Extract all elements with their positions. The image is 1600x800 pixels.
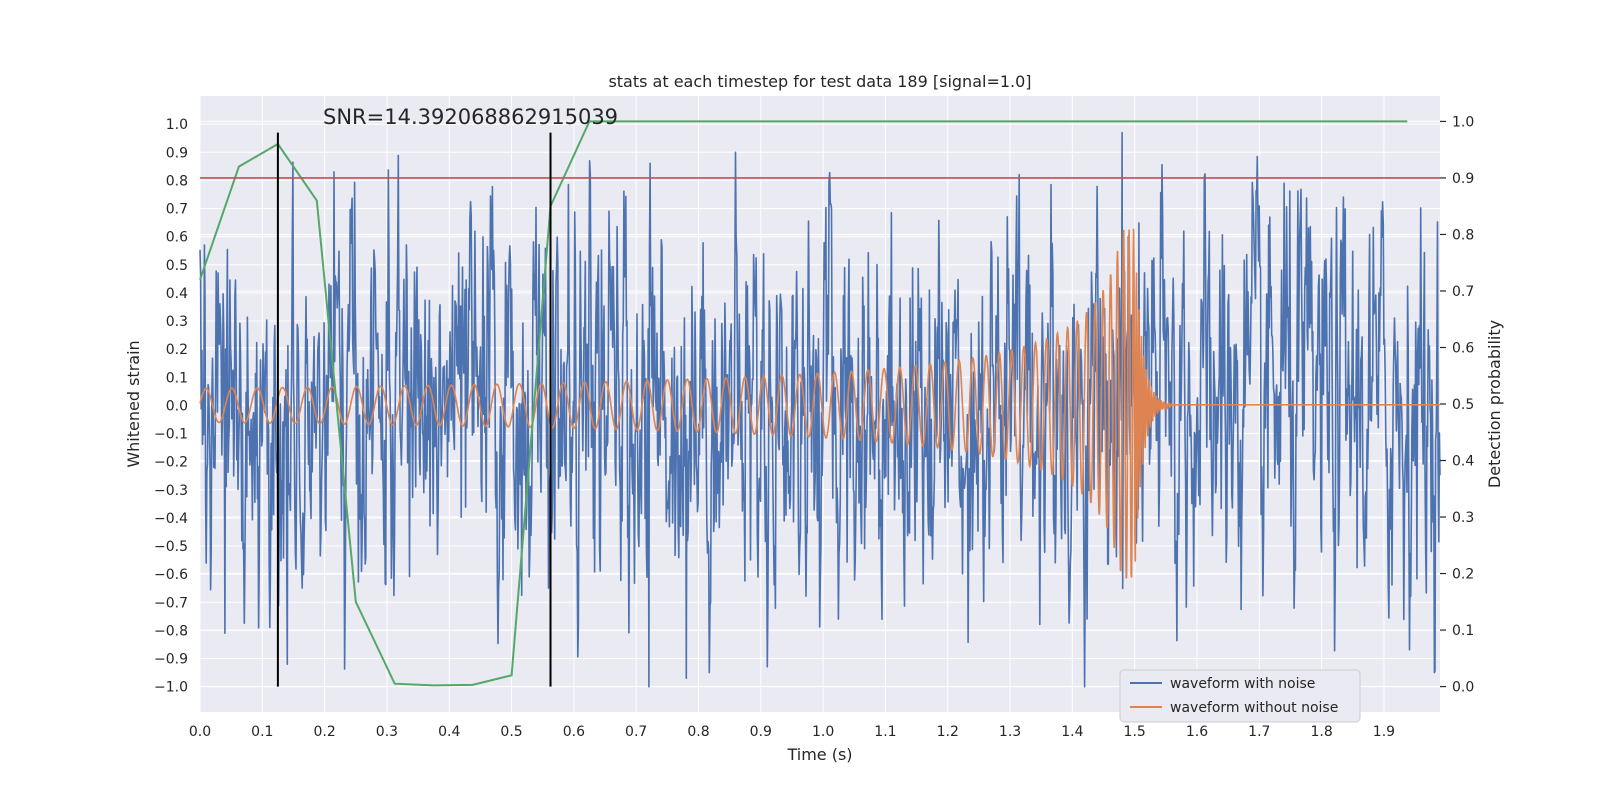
y2-tick-label: 1.0 bbox=[1452, 114, 1474, 130]
y-tick-label: −0.4 bbox=[154, 511, 188, 527]
signal-line bbox=[199, 228, 1440, 579]
y-tick-label: −0.7 bbox=[154, 595, 188, 611]
x-tick-label: 1.6 bbox=[1186, 724, 1208, 740]
x-tick-label: 1.1 bbox=[874, 724, 896, 740]
y-tick-label: −0.1 bbox=[154, 427, 188, 443]
y-tick-label: −0.8 bbox=[154, 623, 188, 639]
x-axis-label: Time (s) bbox=[786, 745, 852, 764]
y-tick-label: −0.2 bbox=[154, 455, 188, 471]
y2-tick-label: 0.4 bbox=[1452, 454, 1474, 470]
y2-axis-label: Detection probability bbox=[1485, 320, 1504, 488]
x-tick-label: 0.6 bbox=[563, 724, 585, 740]
y-tick-label: 0.7 bbox=[166, 202, 188, 218]
x-tick-label: 1.5 bbox=[1124, 724, 1146, 740]
signal-series bbox=[199, 228, 1440, 579]
y-tick-label: −0.9 bbox=[154, 652, 188, 668]
x-tick-label: 1.4 bbox=[1061, 724, 1083, 740]
x-tick-label: 0.5 bbox=[500, 724, 522, 740]
y-tick-label: −0.5 bbox=[154, 539, 188, 555]
y2-tick-label: 0.8 bbox=[1452, 227, 1474, 243]
legend: waveform with noise waveform without noi… bbox=[1119, 669, 1361, 723]
noise-series bbox=[199, 131, 1441, 688]
y-tick-label: 0.3 bbox=[166, 314, 188, 330]
legend-label-signal: waveform without noise bbox=[1170, 700, 1338, 716]
y2-tick-label: 0.3 bbox=[1452, 510, 1474, 526]
noise-line bbox=[199, 131, 1441, 688]
y-tick-label: 0.2 bbox=[166, 342, 188, 358]
x-tick-label: 0.3 bbox=[376, 724, 398, 740]
y-axis-label: Whitened strain bbox=[124, 340, 143, 467]
y-tick-label: 1.0 bbox=[166, 117, 188, 133]
legend-box bbox=[1119, 669, 1361, 723]
chart-title: stats at each timestep for test data 189… bbox=[608, 72, 1031, 91]
x-tick-label: 0.7 bbox=[625, 724, 647, 740]
y2-tick-label: 0.0 bbox=[1452, 680, 1474, 696]
y-tick-label: 0.0 bbox=[166, 398, 188, 414]
x-tick-label: 1.2 bbox=[937, 724, 959, 740]
y-tick-label: 0.4 bbox=[166, 286, 188, 302]
x-tick-label: 0.2 bbox=[313, 724, 335, 740]
y-tick-label: 0.8 bbox=[166, 173, 188, 189]
y2-tick-label: 0.1 bbox=[1452, 623, 1474, 639]
x-ticks: 0.0 0.1 0.2 0.3 0.4 0.5 0.6 0.7 0.8 0.9 1.0 1.1 1.2 1… bbox=[189, 724, 1395, 740]
y-tick-label: 0.5 bbox=[166, 258, 188, 274]
y-ticks: 1.0 0.9 0.8 0.7 0.6 0.5 0.4 0.3 0.2 0.1 0.0 −0.1 −0.… bbox=[154, 117, 188, 696]
y-tick-label: 0.6 bbox=[166, 230, 188, 246]
y-tick-label: −1.0 bbox=[154, 680, 188, 696]
y2-tick-label: 0.9 bbox=[1452, 171, 1474, 187]
y-tick-label: −0.3 bbox=[154, 483, 188, 499]
x-tick-label: 1.0 bbox=[812, 724, 834, 740]
x-tick-label: 0.1 bbox=[251, 724, 273, 740]
y-tick-label: −0.6 bbox=[154, 567, 188, 583]
vertical-markers bbox=[276, 132, 552, 687]
x-tick-label: 0.8 bbox=[687, 724, 709, 740]
x-tick-label: 0.4 bbox=[438, 724, 460, 740]
y-tick-label: 0.9 bbox=[166, 145, 188, 161]
y2-ticks: 1.0 0.9 0.8 0.7 0.6 0.5 0.4 0.3 0.2 0.1 0.0 bbox=[1440, 114, 1474, 696]
y2-tick-label: 0.2 bbox=[1452, 567, 1474, 583]
y2-tick-label: 0.6 bbox=[1452, 340, 1474, 356]
legend-label-noise: waveform with noise bbox=[1170, 676, 1315, 692]
y2-tick-label: 0.5 bbox=[1452, 397, 1474, 413]
x-tick-label: 1.3 bbox=[999, 724, 1021, 740]
y2-tick-label: 0.7 bbox=[1452, 284, 1474, 300]
x-tick-label: 1.7 bbox=[1248, 724, 1270, 740]
x-tick-label: 1.8 bbox=[1310, 724, 1332, 740]
x-tick-label: 0.0 bbox=[189, 724, 211, 740]
snr-annotation: SNR=14.392068862915039 bbox=[323, 105, 618, 129]
x-tick-label: 0.9 bbox=[750, 724, 772, 740]
y-tick-label: 0.1 bbox=[166, 370, 188, 386]
x-tick-label: 1.9 bbox=[1373, 724, 1395, 740]
